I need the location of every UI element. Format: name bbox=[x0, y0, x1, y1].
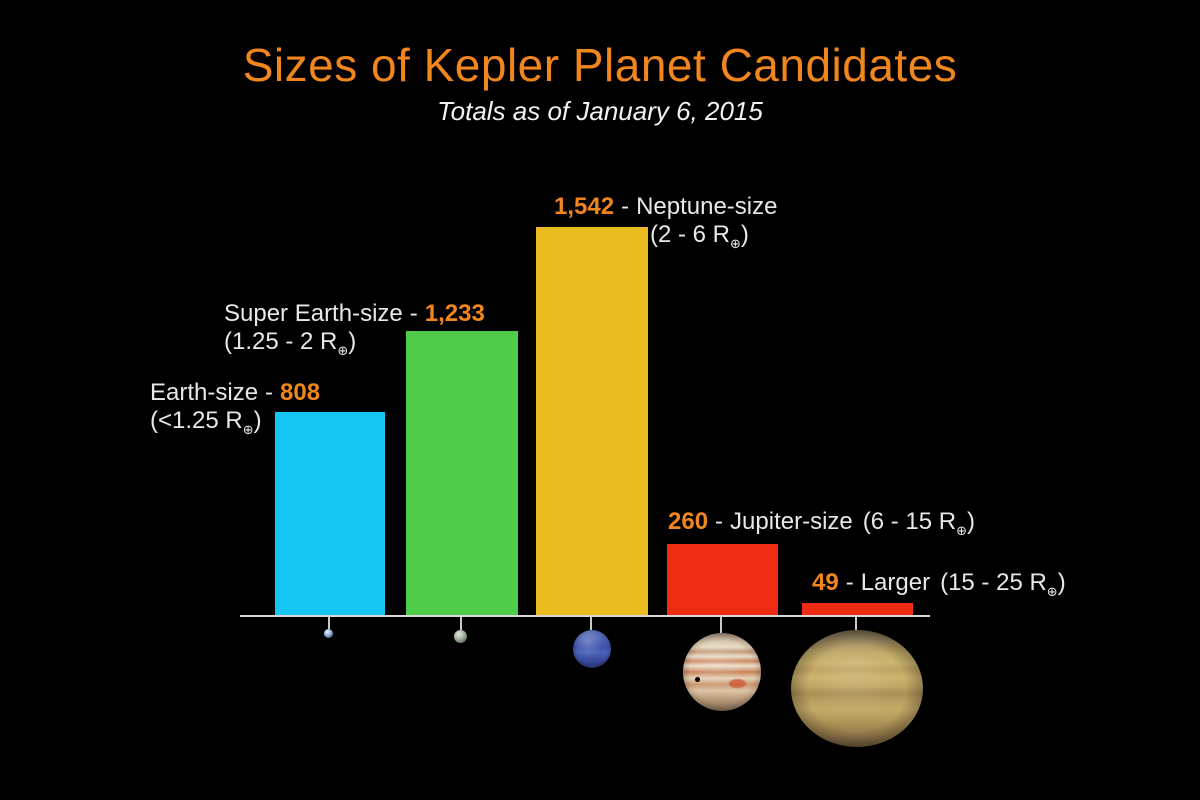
neptune-illustration-icon bbox=[573, 630, 611, 668]
separator-dash: - bbox=[265, 379, 274, 406]
earth-radius-symbol: ⊕ bbox=[730, 235, 741, 251]
earth-radius-symbol: ⊕ bbox=[1046, 583, 1058, 599]
jupiter-illustration-icon bbox=[683, 633, 761, 711]
category-name: Jupiter-size bbox=[730, 508, 853, 535]
bar-jupiter-size bbox=[667, 544, 778, 616]
bar-super-earth-size bbox=[406, 331, 518, 616]
separator-dash: - bbox=[409, 300, 418, 327]
bar-earth-size bbox=[275, 412, 385, 616]
label-neptune-range: (2 - 6 R⊕) bbox=[650, 221, 749, 251]
earth-radius-symbol: ⊕ bbox=[337, 342, 349, 358]
label-neptune-size: 1,542- Neptune-size (2 - 6 R⊕) bbox=[554, 193, 777, 251]
x-axis-line bbox=[240, 615, 930, 617]
category-name: Larger bbox=[860, 569, 931, 596]
earth-illustration-icon bbox=[324, 629, 333, 638]
earth-radius-symbol: ⊕ bbox=[956, 522, 968, 538]
count-value: 808 bbox=[280, 379, 321, 406]
label-super-earth-size: Super Earth-size -1,233 (1.25 - 2 R⊕) bbox=[224, 300, 485, 358]
label-jupiter-range: (6 - 15 R⊕) bbox=[862, 508, 976, 538]
tick-neptune bbox=[590, 617, 592, 630]
great-red-spot bbox=[729, 679, 746, 688]
count-value: 49 bbox=[812, 569, 839, 596]
category-name: Super Earth-size bbox=[224, 300, 403, 327]
tick-super-earth bbox=[460, 617, 462, 630]
label-neptune-line1: 1,542- Neptune-size bbox=[554, 193, 777, 221]
tick-jupiter bbox=[720, 617, 722, 633]
label-jupiter-size: 260- Jupiter-size (6 - 15 R⊕) bbox=[668, 508, 976, 538]
label-larger-range: (15 - 25 R⊕) bbox=[940, 569, 1066, 599]
label-earth-size: Earth-size -808 (<1.25 R⊕) bbox=[150, 379, 320, 437]
bar-larger bbox=[802, 603, 913, 616]
category-name: Earth-size bbox=[150, 379, 259, 406]
separator-dash: - bbox=[845, 569, 854, 596]
count-value: 1,542 bbox=[554, 193, 615, 220]
label-super-earth-line1: Super Earth-size -1,233 bbox=[224, 300, 485, 328]
bar-neptune-size bbox=[536, 227, 648, 616]
moon-shadow-dot bbox=[695, 677, 700, 682]
label-super-earth-range: (1.25 - 2 R⊕) bbox=[224, 328, 357, 358]
earth-radius-symbol: ⊕ bbox=[242, 421, 254, 437]
count-value: 1,233 bbox=[424, 300, 485, 327]
tick-earth bbox=[328, 617, 330, 629]
label-earth-size-line1: Earth-size -808 bbox=[150, 379, 320, 407]
large-planet-illustration-icon bbox=[791, 630, 923, 747]
chart-title: Sizes of Kepler Planet Candidates bbox=[242, 39, 958, 91]
count-value: 260 bbox=[668, 508, 709, 535]
separator-dash: - bbox=[715, 508, 724, 535]
label-earth-size-range: (<1.25 R⊕) bbox=[150, 407, 262, 437]
chart-subtitle: Totals as of January 6, 2015 bbox=[437, 96, 763, 126]
separator-dash: - bbox=[621, 193, 630, 220]
super-earth-illustration-icon bbox=[454, 630, 467, 643]
tick-large-planet bbox=[855, 617, 857, 631]
label-larger: 49- Larger (15 - 25 R⊕) bbox=[812, 569, 1066, 599]
category-name: Neptune-size bbox=[636, 193, 778, 220]
